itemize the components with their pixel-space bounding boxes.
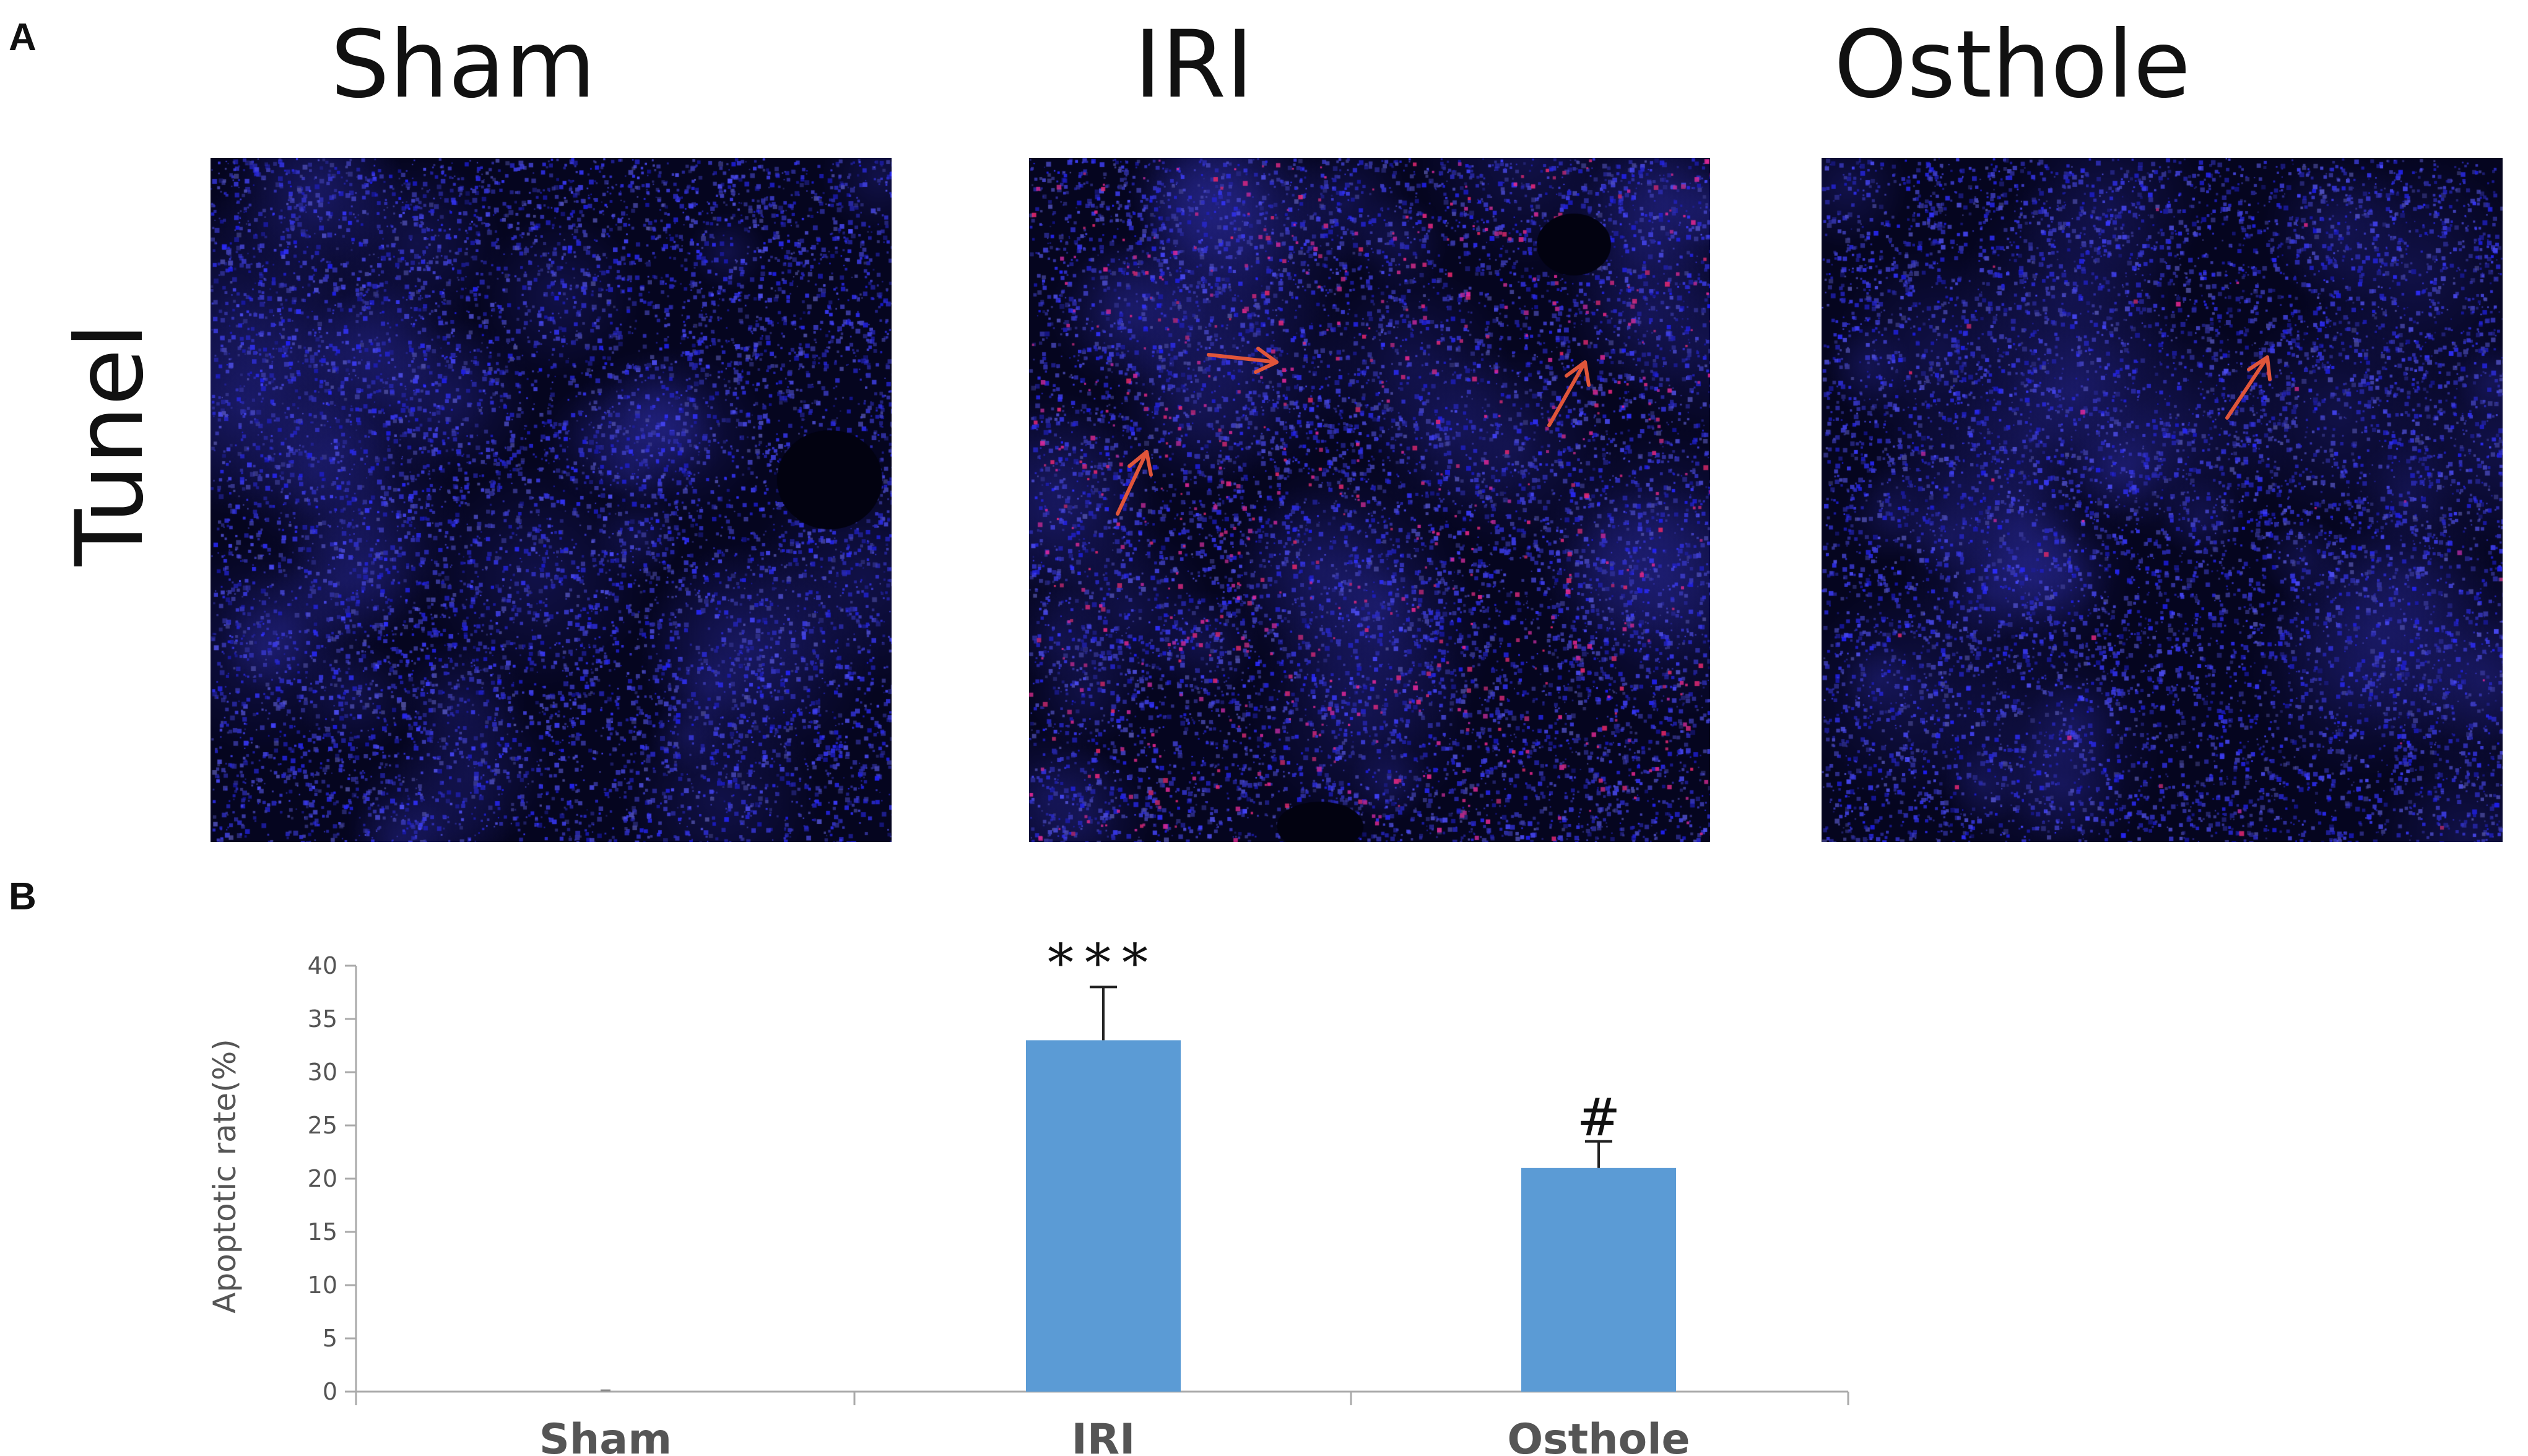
y-tick-label: 10: [308, 1272, 337, 1299]
bar-iri: [1026, 1040, 1181, 1392]
micrograph-sham-image: [211, 158, 892, 842]
y-axis-label: Apoptotic rate(%): [207, 1039, 243, 1313]
y-axis: 0 5 10 15 20 25 30 35 40: [308, 952, 356, 1405]
tunel-arrow-2: [1207, 347, 1279, 374]
x-tick-label-osthole: Osthole: [1507, 1415, 1690, 1456]
significance-osthole: #: [1577, 1087, 1620, 1148]
significance-iri: ***: [1048, 932, 1159, 993]
column-title-iri: IRI: [1134, 11, 1254, 119]
y-tick-label: 15: [308, 1218, 337, 1246]
tunel-arrow-1: [1116, 450, 1153, 516]
y-tick-label: 35: [308, 1005, 337, 1033]
y-tick-label: 25: [308, 1112, 337, 1139]
bars: *** #: [601, 932, 1676, 1392]
bar-osthole: [1521, 1168, 1676, 1392]
y-tick-label: 30: [308, 1059, 337, 1086]
y-tick-label: 40: [308, 952, 337, 979]
panel-label-a: A: [9, 16, 37, 59]
micrograph-osthole: [1822, 158, 2503, 842]
column-title-sham: Sham: [330, 11, 596, 119]
column-title-osthole: Osthole: [1834, 11, 2191, 119]
y-tick-label: 5: [323, 1325, 337, 1352]
micrograph-osthole-image: [1822, 158, 2503, 842]
micrograph-osthole-arrows: [2225, 355, 2272, 420]
micrograph-iri: [1029, 158, 1710, 842]
row-label-tunel: Tunel: [56, 323, 164, 566]
y-tick-label: 20: [308, 1165, 337, 1192]
x-tick-label-iri: IRI: [1072, 1415, 1136, 1456]
x-tick-label-sham: Sham: [539, 1415, 672, 1456]
panel-label-b: B: [9, 875, 37, 918]
y-tick-label: 0: [323, 1378, 337, 1405]
tunel-arrow-4: [2225, 355, 2272, 420]
micrograph-iri-arrows: [1116, 347, 1591, 516]
x-axis: Sham IRI Osthole: [355, 1392, 1849, 1456]
tunel-arrow-3: [1547, 360, 1591, 427]
micrograph-iri-image: [1029, 158, 1710, 842]
micrograph-sham: [211, 158, 892, 842]
